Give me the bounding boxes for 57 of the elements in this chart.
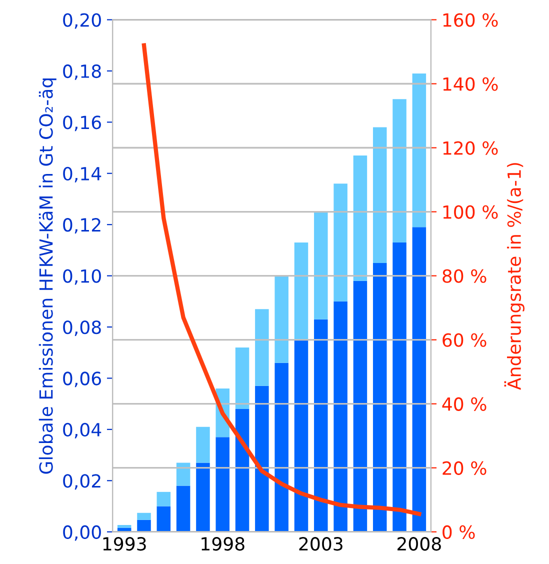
- bar: [235, 408, 250, 532]
- bar: [156, 506, 171, 532]
- bar: [117, 524, 132, 528]
- bar: [255, 386, 269, 532]
- y-tick-label: 0,02: [63, 474, 100, 490]
- bar: [353, 155, 368, 281]
- y2-tick-label: 60 %: [442, 333, 486, 347]
- bar: [176, 486, 190, 532]
- bar: [412, 74, 426, 228]
- bar: [294, 340, 308, 532]
- x-tick-label: 2008: [398, 537, 441, 551]
- line-series: [142, 43, 422, 516]
- y-tick-label: 0,20: [63, 13, 101, 29]
- bar: [372, 127, 387, 263]
- bar: [196, 426, 210, 463]
- y2-tick-label: 140 %: [443, 77, 498, 91]
- bar: [274, 362, 288, 532]
- y2-tick-label: 0 %: [442, 525, 475, 539]
- y-tick-label: 0,06: [63, 372, 101, 388]
- bar: [392, 242, 406, 532]
- y2-tick-label: 40 %: [442, 397, 486, 411]
- y-tick-label: 0,16: [63, 116, 101, 132]
- y2-tick-label: 20 %: [442, 461, 486, 475]
- bar: [353, 280, 368, 532]
- y-tick-label: 0,14: [63, 166, 102, 182]
- y-tick-label: 0,08: [63, 320, 101, 336]
- x-tick-label: 2003: [299, 537, 342, 551]
- bar: [137, 512, 151, 520]
- bar: [334, 301, 348, 532]
- y2-tick-label: 160 %: [443, 13, 498, 27]
- y-axis-title: Globale Emissionen HFKW-KäM in Gt CO₂-äq: [38, 78, 56, 474]
- bar: [314, 212, 328, 320]
- x-tick-label: 1993: [103, 537, 146, 551]
- y-tick-label: 0,10: [63, 269, 101, 285]
- bar: [412, 227, 426, 532]
- bar: [196, 462, 210, 532]
- bar: [314, 319, 328, 532]
- y-tick-label: 0,12: [63, 218, 100, 234]
- y-tick-label: 0,04: [63, 422, 102, 438]
- y-tick-label: 0,18: [63, 64, 101, 80]
- y2-tick-label: 120 %: [443, 141, 498, 155]
- bar: [334, 184, 348, 302]
- bar: [235, 347, 250, 409]
- y-tick-label: 0,00: [63, 525, 101, 541]
- bar: [372, 262, 387, 532]
- bar: [255, 309, 269, 386]
- bar: [156, 492, 171, 506]
- y2-axis-title: Änderungsrate in %/(a-1): [504, 163, 524, 390]
- y2-tick-label: 80 %: [442, 269, 486, 283]
- y2-tick-label: 100 %: [443, 205, 498, 219]
- bar: [392, 99, 406, 243]
- bar: [137, 520, 151, 532]
- x-tick-label: 1998: [202, 537, 244, 551]
- bar: [274, 276, 288, 363]
- bar: [176, 462, 190, 486]
- bar: [216, 437, 230, 532]
- bar: [294, 242, 308, 340]
